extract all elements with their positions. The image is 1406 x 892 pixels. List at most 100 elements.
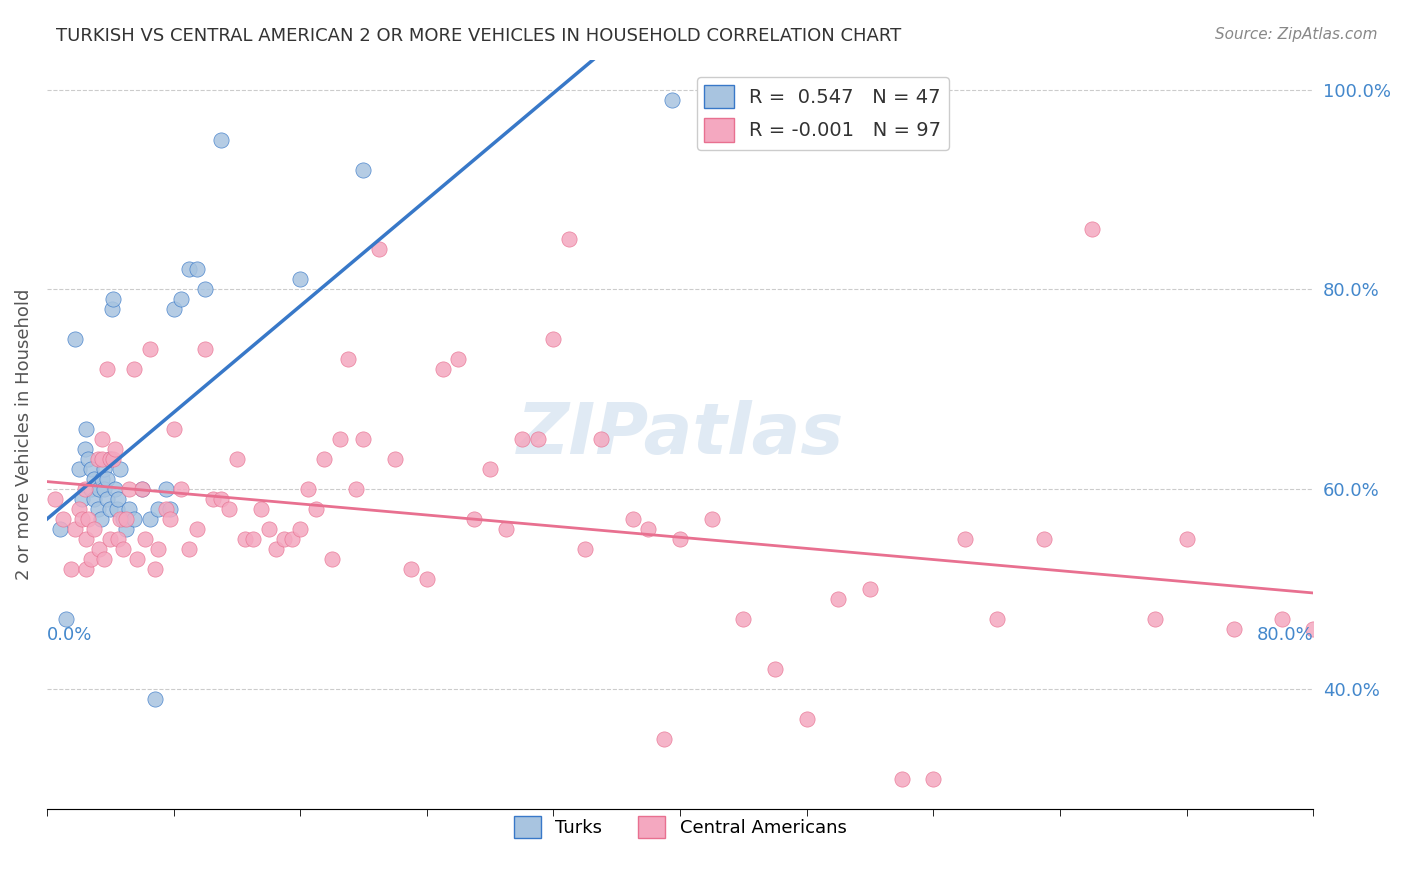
Point bbox=[463, 512, 485, 526]
Point bbox=[86, 502, 108, 516]
Point bbox=[305, 502, 328, 516]
Point bbox=[447, 352, 470, 367]
Point bbox=[344, 483, 367, 497]
Point bbox=[479, 462, 502, 476]
Point bbox=[77, 452, 100, 467]
Point bbox=[194, 283, 217, 297]
Point bbox=[353, 433, 375, 447]
Point bbox=[159, 512, 181, 526]
Point bbox=[96, 492, 118, 507]
Point bbox=[249, 502, 271, 516]
Point bbox=[118, 483, 141, 497]
Point bbox=[115, 522, 138, 536]
Point bbox=[134, 533, 156, 547]
Point bbox=[432, 362, 454, 376]
Point bbox=[242, 533, 264, 547]
Point bbox=[98, 502, 121, 516]
Point bbox=[98, 452, 121, 467]
Point bbox=[297, 483, 319, 497]
Point bbox=[139, 512, 162, 526]
Point bbox=[218, 502, 240, 516]
Point bbox=[80, 462, 103, 476]
Point bbox=[209, 492, 232, 507]
Point bbox=[661, 93, 683, 107]
Point bbox=[80, 552, 103, 566]
Point bbox=[83, 472, 105, 486]
Point bbox=[55, 612, 77, 626]
Text: 0.0%: 0.0% bbox=[46, 625, 93, 643]
Point bbox=[59, 562, 82, 576]
Point bbox=[558, 232, 581, 246]
Point bbox=[86, 452, 108, 467]
Point bbox=[170, 293, 193, 307]
Point bbox=[103, 293, 125, 307]
Point bbox=[91, 433, 114, 447]
Point bbox=[416, 572, 439, 586]
Point bbox=[384, 452, 406, 467]
Point bbox=[399, 562, 422, 576]
Point bbox=[96, 362, 118, 376]
Point bbox=[543, 333, 565, 347]
Point bbox=[202, 492, 225, 507]
Point bbox=[1175, 533, 1198, 547]
Point bbox=[52, 512, 75, 526]
Point bbox=[118, 502, 141, 516]
Point bbox=[65, 333, 87, 347]
Point bbox=[652, 732, 675, 747]
Point bbox=[104, 442, 127, 457]
Point bbox=[89, 483, 111, 497]
Y-axis label: 2 or more Vehicles in Household: 2 or more Vehicles in Household bbox=[15, 289, 32, 580]
Point bbox=[321, 552, 343, 566]
Point bbox=[288, 272, 311, 286]
Point bbox=[127, 552, 149, 566]
Point bbox=[91, 452, 114, 467]
Point bbox=[73, 442, 96, 457]
Point bbox=[986, 612, 1008, 626]
Point bbox=[922, 772, 945, 786]
Point bbox=[89, 542, 111, 557]
Text: ZIPatlas: ZIPatlas bbox=[516, 400, 844, 469]
Point bbox=[257, 522, 280, 536]
Point bbox=[700, 512, 723, 526]
Point bbox=[75, 533, 97, 547]
Text: TURKISH VS CENTRAL AMERICAN 2 OR MORE VEHICLES IN HOUSEHOLD CORRELATION CHART: TURKISH VS CENTRAL AMERICAN 2 OR MORE VE… bbox=[56, 27, 901, 45]
Point bbox=[1080, 222, 1102, 236]
Point bbox=[574, 542, 596, 557]
Text: Source: ZipAtlas.com: Source: ZipAtlas.com bbox=[1215, 27, 1378, 42]
Point bbox=[209, 132, 232, 146]
Point bbox=[70, 512, 93, 526]
Point bbox=[67, 462, 90, 476]
Text: 80.0%: 80.0% bbox=[1257, 625, 1313, 643]
Point bbox=[103, 452, 125, 467]
Point bbox=[329, 433, 352, 447]
Point bbox=[75, 562, 97, 576]
Point bbox=[266, 542, 288, 557]
Point bbox=[510, 433, 533, 447]
Point bbox=[93, 552, 115, 566]
Point bbox=[890, 772, 912, 786]
Point bbox=[170, 483, 193, 497]
Point bbox=[44, 492, 66, 507]
Point bbox=[101, 302, 124, 317]
Point bbox=[91, 472, 114, 486]
Point bbox=[953, 533, 976, 547]
Point bbox=[621, 512, 644, 526]
Point bbox=[96, 472, 118, 486]
Point bbox=[122, 362, 145, 376]
Point bbox=[162, 422, 184, 436]
Point bbox=[495, 522, 517, 536]
Point bbox=[179, 262, 201, 277]
Point bbox=[111, 542, 134, 557]
Point bbox=[763, 662, 786, 676]
Point bbox=[1302, 622, 1324, 636]
Point bbox=[225, 452, 247, 467]
Point bbox=[139, 343, 162, 357]
Point bbox=[108, 462, 131, 476]
Point bbox=[107, 533, 129, 547]
Point bbox=[65, 522, 87, 536]
Point bbox=[368, 243, 391, 257]
Point bbox=[155, 502, 177, 516]
Point bbox=[669, 533, 692, 547]
Point bbox=[288, 522, 311, 536]
Point bbox=[1223, 622, 1246, 636]
